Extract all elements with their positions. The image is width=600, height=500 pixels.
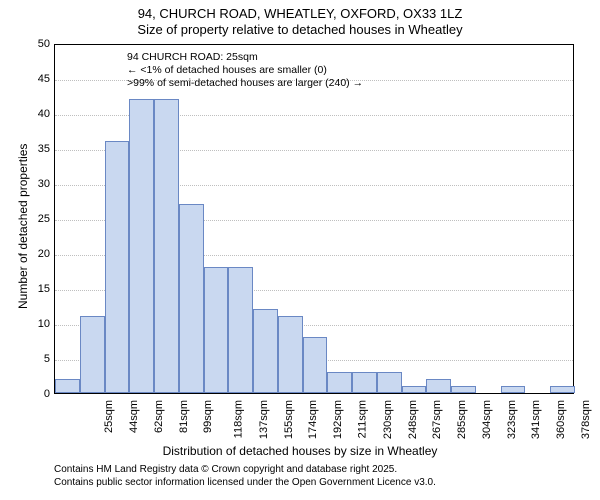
histogram-bar — [303, 337, 328, 393]
x-tick-label: 25sqm — [103, 400, 115, 433]
histogram-bar — [377, 372, 402, 393]
histogram-bar — [550, 386, 575, 393]
y-tick-label: 30 — [26, 178, 50, 190]
x-tick-label: 304sqm — [481, 400, 493, 439]
y-tick-label: 10 — [26, 318, 50, 330]
histogram-bar — [154, 99, 179, 393]
histogram-bar — [352, 372, 377, 393]
plot-area: 94 CHURCH ROAD: 25sqm ← <1% of detached … — [54, 44, 574, 394]
x-tick-label: 155sqm — [283, 400, 295, 439]
x-tick-label: 267sqm — [431, 400, 443, 439]
histogram-bar — [451, 386, 476, 393]
x-tick-label: 174sqm — [308, 400, 320, 439]
x-tick-label: 360sqm — [555, 400, 567, 439]
annotation-line: 94 CHURCH ROAD: 25sqm — [127, 51, 363, 64]
x-tick-label: 323sqm — [506, 400, 518, 439]
histogram-bar — [501, 386, 526, 393]
x-tick-label: 378sqm — [580, 400, 592, 439]
histogram-bar — [129, 99, 154, 393]
x-tick-label: 341sqm — [530, 400, 542, 439]
y-tick-label: 35 — [26, 143, 50, 155]
x-tick-label: 211sqm — [356, 400, 368, 438]
histogram-bar — [426, 379, 451, 393]
footer-line: Contains HM Land Registry data © Crown c… — [54, 464, 436, 477]
footer-line: Contains public sector information licen… — [54, 477, 436, 490]
y-tick-label: 20 — [26, 248, 50, 260]
x-tick-label: 62sqm — [153, 400, 165, 433]
x-tick-label: 137sqm — [258, 400, 270, 439]
x-tick-label: 285sqm — [456, 400, 468, 439]
x-tick-label: 230sqm — [382, 400, 394, 439]
histogram-bar — [327, 372, 352, 393]
histogram-bar — [105, 141, 130, 393]
histogram-bar — [55, 379, 80, 393]
y-tick-label: 5 — [26, 353, 50, 365]
footer-attribution: Contains HM Land Registry data © Crown c… — [54, 464, 436, 489]
histogram-bar — [80, 316, 105, 393]
x-tick-label: 248sqm — [407, 400, 419, 439]
histogram-bar — [402, 386, 427, 393]
histogram-bar — [228, 267, 253, 393]
chart-container: 94, CHURCH ROAD, WHEATLEY, OXFORD, OX33 … — [0, 0, 600, 500]
x-tick-label: 99sqm — [202, 400, 214, 433]
x-tick-label: 44sqm — [128, 400, 140, 433]
x-tick-label: 81sqm — [178, 400, 190, 433]
histogram-bar — [179, 204, 204, 393]
annotation-line: ← <1% of detached houses are smaller (0) — [127, 64, 363, 77]
y-tick-label: 50 — [26, 38, 50, 50]
chart-title-line2: Size of property relative to detached ho… — [0, 22, 600, 38]
y-tick-label: 25 — [26, 213, 50, 225]
annotation-line: >99% of semi-detached houses are larger … — [127, 77, 363, 90]
histogram-bar — [204, 267, 229, 393]
x-tick-label: 192sqm — [332, 400, 344, 439]
y-tick-label: 40 — [26, 108, 50, 120]
histogram-bar — [253, 309, 278, 393]
histogram-bar — [278, 316, 303, 393]
y-tick-label: 0 — [26, 388, 50, 400]
y-tick-label: 45 — [26, 73, 50, 85]
x-axis-label: Distribution of detached houses by size … — [0, 444, 600, 458]
chart-title-line1: 94, CHURCH ROAD, WHEATLEY, OXFORD, OX33 … — [0, 0, 600, 22]
annotation-box: 94 CHURCH ROAD: 25sqm ← <1% of detached … — [127, 51, 363, 90]
x-tick-label: 118sqm — [233, 400, 245, 438]
y-tick-label: 15 — [26, 283, 50, 295]
